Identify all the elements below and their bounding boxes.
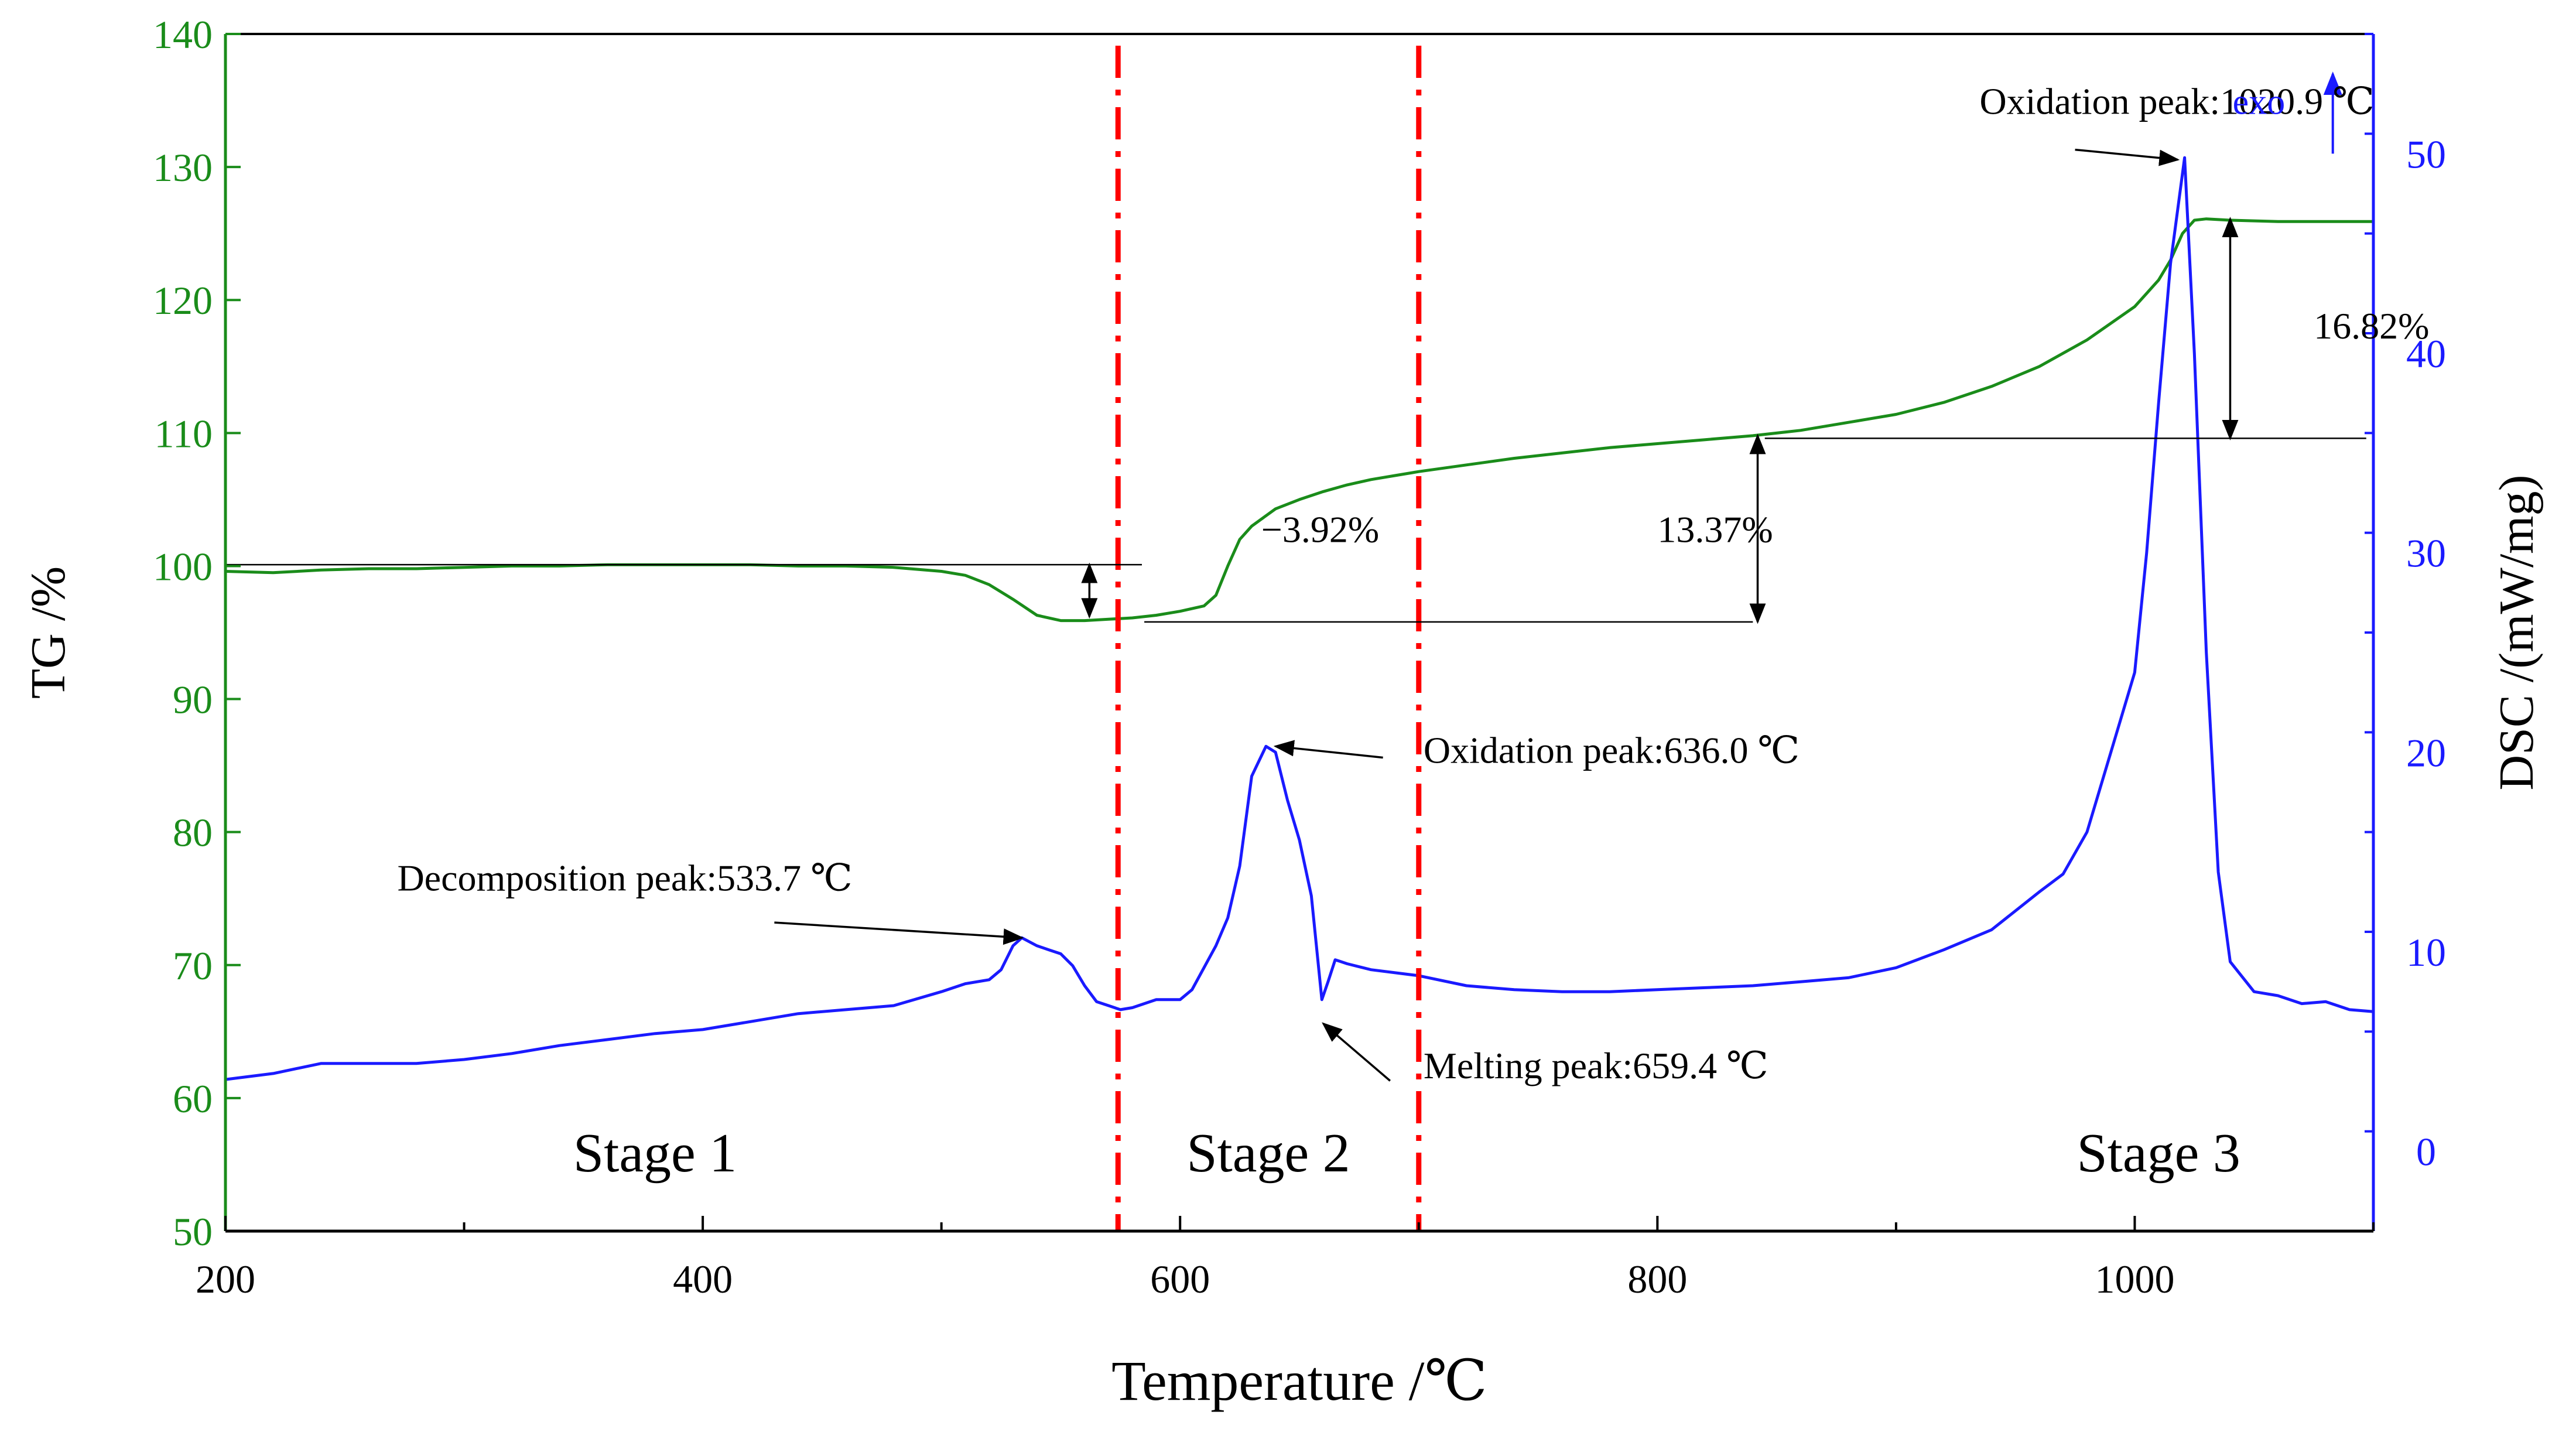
x-tick-label: 600 xyxy=(1150,1257,1210,1301)
x-tick-label: 800 xyxy=(1627,1257,1687,1301)
x-axis-label: Temperature /℃ xyxy=(1111,1349,1487,1412)
peak-annotation-arrow xyxy=(1322,1022,1391,1082)
right-tick-label: 30 xyxy=(2406,531,2446,576)
y-right-axis-label: DSC /(mW/mg) xyxy=(2489,475,2544,791)
left-tick-label: 100 xyxy=(153,544,213,589)
peak-annotation-arrow xyxy=(1273,740,1383,759)
stage-label: Stage 2 xyxy=(1186,1123,1350,1184)
peak-annotation-arrow xyxy=(2075,148,2180,166)
left-tick-label: 130 xyxy=(153,145,213,190)
exo-label: exo xyxy=(2233,82,2286,122)
peak-annotation-label: Oxidation peak:636.0 ℃ xyxy=(1424,730,1800,771)
marks-layer xyxy=(225,46,2374,1231)
right-tick-label: 20 xyxy=(2406,730,2446,775)
x-tick-label: 1000 xyxy=(2095,1257,2174,1301)
left-tick-label: 50 xyxy=(173,1209,213,1254)
x-tick-label: 200 xyxy=(196,1257,255,1301)
left-tick-label: 110 xyxy=(155,411,213,456)
peak-annotation-label: Oxidation peak:1020.9 ℃ xyxy=(1980,80,2375,122)
left-tick-label: 80 xyxy=(173,811,213,855)
tg-series-line xyxy=(225,217,2373,623)
right-tick-label: 40 xyxy=(2406,331,2446,376)
peak-annotation-arrow xyxy=(774,921,1024,945)
percent-change-label: 16.82% xyxy=(2314,305,2429,347)
right-tick-label: 50 xyxy=(2406,132,2446,176)
plot-layer xyxy=(225,34,2373,1231)
stage-label: Stage 3 xyxy=(2077,1123,2240,1184)
peak-annotation-label: Melting peak:659.4 ℃ xyxy=(1424,1045,1768,1086)
peak-annotation-label: Decomposition peak:533.7 ℃ xyxy=(397,857,852,899)
right-tick-label: 0 xyxy=(2416,1130,2436,1174)
stage-label: Stage 1 xyxy=(573,1123,737,1184)
percent-change-label: 13.37% xyxy=(1657,509,1773,551)
left-tick-label: 70 xyxy=(173,944,213,988)
y-left-axis-label: TG /% xyxy=(21,566,76,699)
dsc-series-line xyxy=(225,156,2374,1081)
right-tick-label: 10 xyxy=(2406,930,2446,975)
axes-layer xyxy=(224,33,2375,1233)
percent-change-label: −3.92% xyxy=(1261,509,1379,551)
left-tick-label: 90 xyxy=(173,678,213,722)
text-layer: 50 60 70 80 90 100 110 120 130 140 TG /% 0 10 20 30 40 5… xyxy=(21,12,2544,1412)
left-tick-label: 140 xyxy=(153,12,213,57)
left-tick-label: 120 xyxy=(153,278,213,323)
plot-area xyxy=(225,34,2373,1231)
x-tick-label: 400 xyxy=(673,1257,733,1301)
left-tick-label: 60 xyxy=(173,1076,213,1121)
